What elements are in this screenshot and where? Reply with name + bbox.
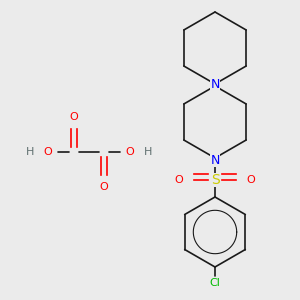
Text: N: N xyxy=(210,154,220,166)
Text: O: O xyxy=(70,112,78,122)
Text: Cl: Cl xyxy=(210,278,220,288)
Text: N: N xyxy=(210,79,220,92)
Text: H: H xyxy=(26,147,34,157)
Text: O: O xyxy=(126,147,134,157)
Text: H: H xyxy=(144,147,152,157)
Text: O: O xyxy=(44,147,52,157)
Text: S: S xyxy=(211,173,219,187)
Text: O: O xyxy=(100,182,108,192)
Text: O: O xyxy=(175,175,183,185)
Text: O: O xyxy=(247,175,255,185)
